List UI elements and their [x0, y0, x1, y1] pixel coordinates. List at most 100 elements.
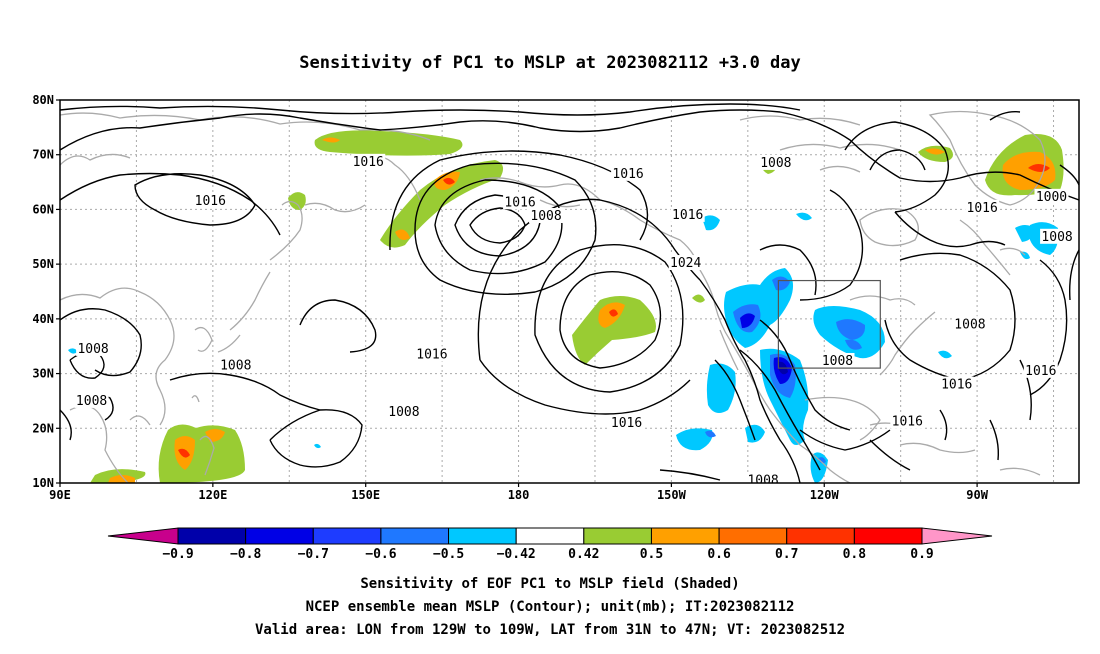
contour-label-bg — [611, 165, 646, 181]
colorbar-tick-label: 0.8 — [843, 547, 867, 562]
contour-label-bg — [193, 193, 228, 209]
lon-tick-label: 90W — [966, 488, 988, 502]
colorbar-tick-label: −0.5 — [433, 547, 464, 562]
footer-line-2: NCEP ensemble mean MSLP (Contour); unit(… — [306, 599, 795, 615]
contour-label: 1000 — [1034, 188, 1069, 205]
contour-label-bg — [529, 207, 564, 223]
contour-label-text: 1016 — [892, 415, 923, 430]
contour-label-text: 1016 — [353, 155, 384, 170]
contour-label: 1008 — [76, 340, 111, 357]
contour-label-text: 1016 — [195, 194, 226, 209]
colorbar-high-extension — [921, 527, 993, 545]
contour-label-text: 1008 — [822, 354, 853, 369]
contour-label: 1016 — [609, 414, 644, 431]
lon-tick-label: 120E — [198, 488, 227, 502]
colorbar: −0.9 −0.8 −0.7 −0.6 −0.5 −0.42 0.42 0.5 0.6 0.7 0.… — [107, 527, 993, 562]
contour-label: 1016 — [939, 376, 974, 393]
colorbar-swatch — [312, 527, 382, 545]
colorbar-swatch — [583, 527, 652, 545]
contour-label-text: 1000 — [1036, 190, 1067, 205]
contour-label-text: 1016 — [416, 347, 447, 362]
colorbar-swatch — [448, 527, 517, 545]
contour-label-text: 1016 — [967, 201, 998, 216]
colorbar-tick-label: 0.9 — [910, 547, 933, 562]
contour-label-text: 1008 — [77, 342, 108, 357]
longitude-axis: 90E120E150E180150W120W90W60W — [49, 483, 989, 502]
contour-label-bg — [890, 413, 925, 429]
contour-label-text: 1016 — [504, 195, 535, 210]
contour-label-text: 1016 — [1096, 238, 1100, 253]
colorbar-swatch — [786, 527, 855, 545]
colorbar-swatch — [853, 527, 923, 545]
map-title: Sensitivity of PC1 to MSLP at 2023082112… — [299, 53, 801, 73]
lat-tick-label: 20N — [32, 421, 54, 435]
colorbar-tick-label: −0.7 — [298, 547, 329, 562]
lon-tick-label: 90E — [49, 488, 71, 502]
contour-label: 1008 — [820, 352, 855, 369]
colorbar-swatch — [650, 527, 720, 545]
colorbar-tick-label: 0.5 — [640, 547, 663, 562]
lat-tick-label: 10N — [32, 476, 54, 490]
plot-frame — [59, 99, 1080, 484]
contour-label: 1016 — [351, 153, 386, 170]
contour-label: 1016 — [193, 193, 228, 209]
colorbar-swatch — [177, 527, 247, 545]
colorbar-tick-label: 0.42 — [568, 547, 599, 562]
contour-label-bg — [609, 414, 644, 430]
contour-label-text: 1016 — [1025, 364, 1056, 379]
contour-label-text: 1024 — [670, 256, 701, 271]
contour-label: 1008 — [529, 207, 564, 224]
contour-label-text: 1016 — [611, 416, 642, 431]
lat-tick-label: 60N — [32, 202, 54, 216]
latitude-axis: 80N 70N 60N 50N 40N 30N 20N 10N — [32, 93, 60, 490]
contour-label-bg — [351, 153, 386, 169]
mslp-contours — [60, 103, 1079, 483]
contour-label-bg — [414, 346, 449, 362]
contour-label-bg — [965, 199, 1000, 215]
contour-label-text: 1016 — [612, 167, 643, 182]
negative-sensitivity-regions — [68, 212, 1059, 483]
colorbar-tick-label: −0.42 — [497, 547, 536, 562]
contour-label-text: 1008 — [1041, 230, 1072, 245]
contour-label: 1008 — [952, 316, 987, 332]
lat-tick-label: 30N — [32, 367, 54, 381]
contour-label-text: 1008 — [530, 209, 561, 224]
lon-tick-label: 180 — [508, 488, 530, 502]
lon-tick-label: 120W — [810, 488, 840, 502]
contour-label: 1016 — [503, 194, 538, 210]
colorbar-swatch — [380, 527, 450, 545]
contour-label-bg — [758, 154, 793, 170]
colorbar-swatch — [245, 527, 314, 545]
contour-label: 1008 — [1040, 228, 1075, 245]
contour-label: 1008 — [218, 357, 253, 373]
contour-label: 1008 — [758, 154, 793, 171]
lat-tick-label: 80N — [32, 93, 54, 107]
footer-line-1: Sensitivity of EOF PC1 to MSLP field (Sh… — [360, 576, 739, 592]
contour-label-bg — [218, 357, 253, 373]
contour-label: 1016 — [1095, 237, 1100, 253]
contour-label-text: 1008 — [220, 358, 251, 373]
contour-label-bg — [1040, 228, 1075, 244]
contour-label-bg — [820, 352, 855, 368]
contour-label-text: 1016 — [672, 208, 703, 223]
valid-area-box — [777, 279, 881, 369]
contour-label-bg — [386, 403, 421, 419]
contour-label-text: 1008 — [388, 405, 419, 420]
contour-label: 1016 — [890, 413, 925, 430]
contour-label: 1016 — [965, 199, 1000, 216]
contour-label: 1016 — [611, 165, 646, 182]
contour-label-text: 1016 — [941, 378, 972, 393]
contour-label: 1016 — [670, 206, 705, 223]
contour-label-bg — [939, 376, 974, 392]
contour-label-bg — [74, 392, 109, 408]
contour-label-bg — [952, 316, 987, 332]
contour-label-text: 1008 — [747, 473, 778, 488]
contour-label-text: 1008 — [954, 317, 985, 332]
contour-label-bg — [503, 194, 538, 210]
contour-label-bg — [76, 340, 111, 356]
lat-tick-label: 40N — [32, 312, 54, 326]
contour-label-bg — [670, 206, 705, 222]
lat-tick-label: 70N — [32, 148, 54, 162]
